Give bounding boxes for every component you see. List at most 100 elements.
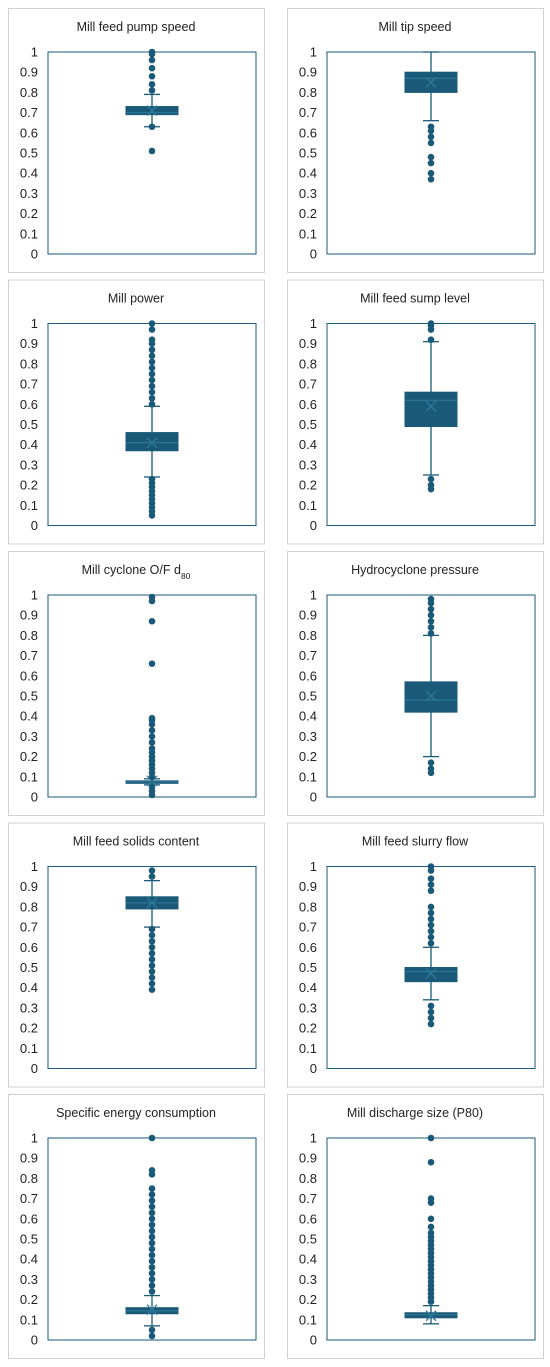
outlier-point xyxy=(427,320,435,327)
y-tick-label: 0 xyxy=(31,518,38,533)
outlier-point xyxy=(427,915,435,923)
y-tick-label: 0.7 xyxy=(20,648,38,663)
outlier-point xyxy=(148,962,156,969)
y-tick-label: 0.7 xyxy=(299,920,317,935)
outlier-point xyxy=(427,139,435,147)
y-tick-label: 0 xyxy=(31,1333,38,1348)
outlier-point xyxy=(148,1288,156,1295)
y-tick-label: 0.5 xyxy=(20,1232,38,1247)
outlier-point xyxy=(148,388,156,396)
outlier-point xyxy=(427,595,435,603)
y-tick-label: 0.6 xyxy=(299,397,317,412)
outlier-point xyxy=(427,611,435,619)
outlier-point xyxy=(427,617,435,625)
y-tick-label: 0.2 xyxy=(299,1021,317,1036)
outlier-point xyxy=(148,72,156,80)
y-tick-label: 1 xyxy=(310,859,317,874)
y-tick-label: 0.7 xyxy=(299,1191,317,1206)
outlier-point xyxy=(148,326,156,333)
y-tick-label: 1 xyxy=(310,45,317,60)
plot-frame xyxy=(47,866,257,1069)
outlier-point xyxy=(427,153,435,161)
y-tick-label: 0.7 xyxy=(299,105,317,120)
y-tick-label: 0.8 xyxy=(20,356,38,371)
y-tick-label: 0.1 xyxy=(20,769,38,784)
mean-marker xyxy=(146,775,158,787)
y-tick-label: 0.5 xyxy=(299,960,317,975)
y-tick-label: 0 xyxy=(310,518,317,533)
y-tick-label: 0.6 xyxy=(299,940,317,955)
y-tick-label: 0.2 xyxy=(299,206,317,221)
panel-border xyxy=(287,822,544,1088)
y-tick-label: 0 xyxy=(310,790,317,805)
y-tick-label: 0.3 xyxy=(20,1272,38,1287)
y-tick-label: 0.4 xyxy=(20,437,38,452)
y-tick-label: 0.5 xyxy=(20,960,38,975)
outlier-point xyxy=(148,1221,156,1229)
outlier-point xyxy=(148,1191,156,1198)
y-tick-label: 0 xyxy=(31,790,38,805)
outlier-point xyxy=(148,937,156,945)
y-tick-label: 0.9 xyxy=(20,1151,38,1166)
outlier-point xyxy=(148,617,156,625)
boxplot-panel: Mill cyclone O/F d80 0 0.1 0.2 0.3 0.4 0.5 0.6 0… xyxy=(8,551,265,816)
y-tick-label: 1 xyxy=(310,588,317,603)
outlier-point xyxy=(427,605,435,613)
y-tick-label: 0.3 xyxy=(20,186,38,201)
y-tick-label: 0.8 xyxy=(20,899,38,914)
panel-border xyxy=(8,1094,265,1359)
outlier-point xyxy=(148,745,156,752)
iqr-box xyxy=(404,391,458,428)
mean-marker xyxy=(425,1310,437,1322)
outlier-point xyxy=(148,81,156,88)
y-tick-label: 0.2 xyxy=(20,749,38,764)
outlier-point xyxy=(148,1239,156,1247)
outlier-point xyxy=(427,903,435,911)
y-tick-label: 0.3 xyxy=(299,729,317,744)
outlier-point xyxy=(148,1276,156,1283)
outlier-point xyxy=(148,593,156,601)
outlier-point xyxy=(427,921,435,929)
outlier-point xyxy=(148,382,156,390)
y-tick-label: 0.3 xyxy=(299,186,317,201)
chart-title: Mill feed slurry flow xyxy=(362,835,469,849)
outlier-point xyxy=(427,765,435,773)
y-tick-label: 0.3 xyxy=(299,1000,317,1015)
outlier-point xyxy=(148,739,156,746)
outlier-point xyxy=(148,336,156,343)
y-tick-label: 0.1 xyxy=(20,498,38,513)
y-tick-label: 0.6 xyxy=(20,1211,38,1226)
y-tick-label: 0.4 xyxy=(20,980,38,995)
outlier-point xyxy=(427,133,435,141)
outlier-point xyxy=(148,370,156,378)
y-tick-label: 0 xyxy=(310,247,317,262)
y-tick-label: 0.4 xyxy=(299,437,317,452)
outlier-point xyxy=(148,867,156,874)
chart-title: Mill power xyxy=(108,292,164,306)
y-tick-label: 0.9 xyxy=(299,879,317,894)
boxplot-panel: Mill discharge size (P80) 0 0.1 0.2 0.3 0.4 0.… xyxy=(287,1094,544,1359)
outlier-point xyxy=(427,481,435,489)
outlier-point xyxy=(148,364,156,372)
boxplot-panel: Mill power 0 0.1 0.2 0.3 0.4 0.5 0.6 0.7 0.8 0.9 1 xyxy=(8,279,265,545)
y-tick-label: 0.1 xyxy=(299,1041,317,1056)
outlier-point xyxy=(427,1215,435,1223)
y-tick-label: 0.3 xyxy=(20,457,38,472)
y-tick-label: 0 xyxy=(31,247,38,262)
outlier-point xyxy=(148,1326,156,1334)
outlier-point xyxy=(427,1134,435,1142)
boxplot-panel: Specific energy consumption 0 0.1 0.2 0.3 0.4… xyxy=(8,1094,265,1359)
outlier-point xyxy=(148,48,156,56)
y-tick-label: 0.2 xyxy=(20,1021,38,1036)
outlier-point xyxy=(427,1020,435,1028)
boxplot-panel: Mill feed pump speed 0 0.1 0.2 0.3 0.4 0.5 0.6 0… xyxy=(8,8,265,273)
panel-border xyxy=(8,822,265,1088)
iqr-box xyxy=(404,681,458,713)
outlier-point xyxy=(427,175,435,183)
outlier-point xyxy=(148,1245,156,1253)
outlier-point xyxy=(148,783,156,791)
outlier-point xyxy=(148,376,156,384)
outlier-point xyxy=(427,1195,435,1202)
panel-border xyxy=(8,8,265,273)
panel-border xyxy=(8,279,265,545)
